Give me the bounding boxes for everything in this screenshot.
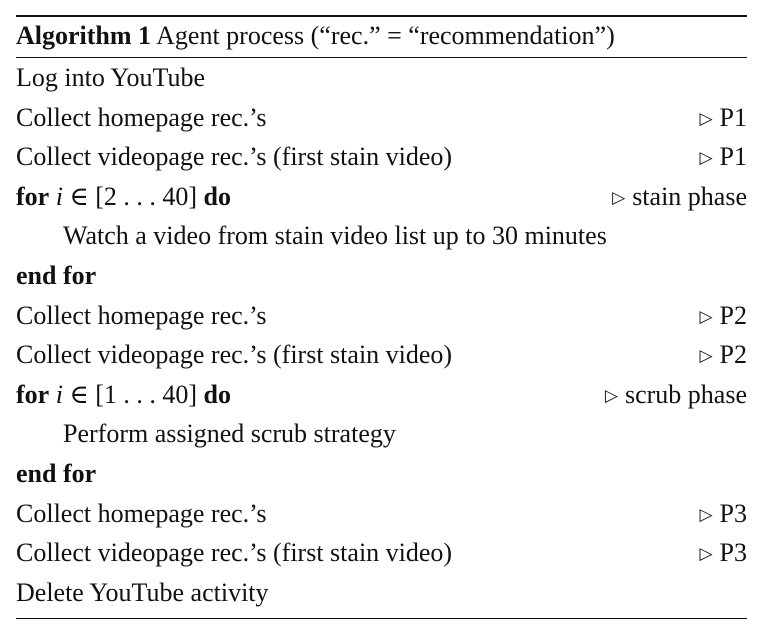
algorithm-block: Algorithm 1 Agent process (“rec.” = “rec… [16,15,747,620]
do-keyword: do [203,379,231,409]
algorithm-line-9: for i ∈ [1 . . . 40] do ▷ scrub phase [16,375,747,415]
algorithm-line-10: Perform assigned scrub strategy [16,414,747,454]
line-comment: ▷ stain phase [612,177,747,218]
caption-rule [16,57,747,58]
end-for-keyword: end for [16,260,97,290]
line-text: Collect homepage rec.’s [16,498,267,528]
algorithm-line-8: Collect videopage rec.’s (first stain vi… [16,335,747,375]
algorithm-caption: Algorithm 1 Agent process (“rec.” = “rec… [16,17,747,57]
comment-triangle-icon: ▷ [699,148,713,168]
line-text: Perform assigned scrub strategy [63,419,396,449]
algorithm-line-4: for i ∈ [2 . . . 40] do ▷ stain phase [16,177,747,217]
comment-text: scrub phase [624,379,747,409]
algorithm-line-6: end for [16,256,747,296]
line-text: Collect videopage rec.’s (first stain vi… [16,340,453,370]
loop-expression: i ∈ [2 . . . 40] [56,182,197,211]
element-of-symbol: ∈ [69,379,89,409]
comment-text: P3 [719,498,747,528]
algorithm-line-1: Log into YouTube [16,58,747,98]
loop-variable: i [55,379,63,409]
caption-text: Agent process (“rec.” = “recommendation”… [156,21,615,50]
caption-label: Algorithm 1 [16,21,152,50]
line-comment: ▷ P1 [699,98,747,139]
line-comment: ▷ P2 [699,335,747,376]
comment-triangle-icon: ▷ [699,544,713,564]
comment-triangle-icon: ▷ [699,108,713,128]
loop-range: [1 . . . 40] [95,379,198,409]
line-text: Collect videopage rec.’s (first stain vi… [16,538,453,568]
comment-triangle-icon: ▷ [699,504,713,524]
algorithm-line-7: Collect homepage rec.’s ▷ P2 [16,296,747,336]
line-text: Watch a video from stain video list up t… [63,221,607,251]
algorithm-line-13: Collect videopage rec.’s (first stain vi… [16,533,747,573]
line-comment: ▷ P3 [699,533,747,574]
line-comment: ▷ P1 [699,137,747,178]
comment-text: P2 [719,300,747,330]
comment-triangle-icon: ▷ [612,187,626,207]
line-text: Collect homepage rec.’s [16,102,267,132]
algorithm-line-11: end for [16,454,747,494]
comment-triangle-icon: ▷ [604,385,618,405]
for-keyword: for [16,181,50,211]
comment-triangle-icon: ▷ [699,306,713,326]
algorithm-line-12: Collect homepage rec.’s ▷ P3 [16,494,747,534]
comment-text: stain phase [632,181,747,211]
line-comment: ▷ P3 [699,494,747,535]
comment-text: P2 [719,340,747,370]
loop-expression: i ∈ [1 . . . 40] [56,380,197,409]
line-text: Delete YouTube activity [16,577,269,607]
line-comment: ▷ P2 [699,296,747,337]
algorithm-line-2: Collect homepage rec.’s ▷ P1 [16,98,747,138]
algorithm-line-5: Watch a video from stain video list up t… [16,216,747,256]
for-keyword: for [16,379,50,409]
comment-triangle-icon: ▷ [699,346,713,366]
comment-text: P1 [719,102,747,132]
loop-variable: i [55,181,63,211]
end-for-keyword: end for [16,458,97,488]
loop-range: [2 . . . 40] [95,181,198,211]
algorithm-line-3: Collect videopage rec.’s (first stain vi… [16,137,747,177]
line-text: Collect videopage rec.’s (first stain vi… [16,142,453,172]
top-rule [16,15,747,17]
do-keyword: do [203,181,231,211]
comment-text: P1 [719,142,747,172]
element-of-symbol: ∈ [69,181,89,211]
line-text: Collect homepage rec.’s [16,300,267,330]
line-comment: ▷ scrub phase [605,375,747,416]
bottom-rule [16,618,747,620]
for-statement: for i ∈ [2 . . . 40] do [16,177,231,217]
algorithm-line-14: Delete YouTube activity [16,573,747,613]
for-statement: for i ∈ [1 . . . 40] do [16,375,231,415]
comment-text: P3 [719,538,747,568]
line-text: Log into YouTube [16,63,206,92]
